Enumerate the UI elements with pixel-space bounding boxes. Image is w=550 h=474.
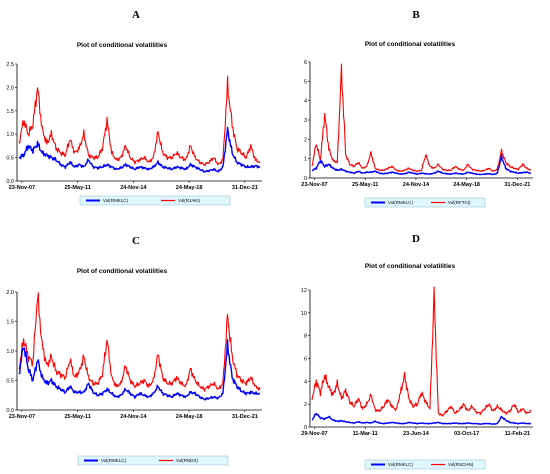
y-tick-label: 10: [301, 311, 307, 317]
series-line-vol-rschn: [311, 286, 532, 417]
series-line-vol-rndx: [18, 292, 261, 392]
legend-label: Vol(RMKLC): [388, 200, 414, 205]
x-tick-label: 29-Nov-07: [301, 431, 327, 437]
legend-label: Vol(RMKLC): [103, 198, 129, 203]
legend-box: [77, 455, 229, 466]
legend: Vol(RMKLC) Vol(RNDX): [77, 455, 229, 466]
x-tick-label: 24-Nov-14: [403, 182, 430, 188]
x-tick-label: 23-Jun-14: [403, 431, 430, 437]
legend-label: Vol(RSCHN): [448, 462, 474, 467]
y-tick-label: 1.0: [6, 349, 14, 355]
legend-label: Vol(RMKLC): [101, 458, 127, 463]
panel-letter: D: [412, 233, 420, 245]
panel-b: B Plot of conditional volatilities 0 1 2 3 4 5 6…: [301, 9, 533, 208]
y-tick-label: 8: [304, 334, 307, 340]
y-tick-label: 4: [304, 379, 307, 385]
x-tick-label: 31-Dec-21: [232, 414, 258, 420]
panel-letter: C: [132, 235, 140, 247]
y-tick-label: 0: [304, 176, 307, 182]
y-tick-label: 6: [304, 357, 307, 363]
plot-title: Plot of conditional volatilities: [365, 263, 456, 270]
plot-title: Plot of conditional volatilities: [365, 41, 456, 48]
x-tick-label: 24-May-18: [176, 414, 203, 420]
legend-label: Vol(RMKLC): [388, 462, 414, 467]
panel-letter: B: [412, 9, 420, 21]
y-tick-label: 1.5: [6, 109, 14, 115]
series-line-vol-rftci: [311, 63, 532, 173]
legend: Vol(RMKLC) Vol(RJAKI): [79, 195, 231, 206]
panel-letter: A: [132, 9, 140, 21]
x-tick-label: 24-Nov-14: [120, 414, 147, 420]
y-tick-label: 0: [304, 425, 307, 431]
x-tick-label: 25-May-11: [64, 185, 90, 191]
y-tick-label: 4: [304, 99, 307, 105]
x-tick-label: 24-Nov-14: [120, 185, 147, 191]
y-tick-label: 3: [304, 118, 307, 124]
series-line-vol-rmklc: [18, 126, 261, 173]
legend-box: [364, 459, 486, 470]
series-line-vol-rjaki: [18, 75, 261, 167]
panel-d: D Plot of conditional volatilities 0 2 4 6 8 10…: [301, 233, 533, 470]
legend: Vol(RMKLC) Vol(RSCHN): [364, 459, 486, 470]
legend: Vol(RMKLC) Vol(RFTCI): [364, 197, 486, 208]
panel-a: A Plot of conditional volatilities 0.0 0.5 1…: [6, 9, 262, 206]
y-tick-label: 2.0: [6, 85, 14, 91]
y-tick-label: 0.5: [6, 156, 14, 162]
x-tick-label: 11-Mar-11: [353, 431, 378, 437]
series-line-vol-rmklc: [311, 154, 532, 176]
y-tick-label: 6: [304, 60, 307, 66]
series-line-vol-rmklc: [18, 338, 261, 401]
legend-box: [364, 197, 486, 208]
y-tick-label: 2.0: [6, 290, 14, 296]
series-line-vol-rmklc: [311, 412, 532, 425]
panel-c: C Plot of conditional volatilities 0.0 0.5 1…: [6, 235, 262, 466]
y-tick-label: 0.0: [6, 179, 14, 185]
x-tick-label: 24-May-18: [453, 182, 480, 188]
legend-box: [79, 195, 231, 206]
y-tick-label: 1: [304, 157, 307, 163]
x-tick-label: 31-Dec-21: [232, 185, 258, 191]
y-tick-label: 2: [304, 402, 307, 408]
x-tick-label: 23-Nov-07: [9, 185, 35, 191]
y-tick-label: 5: [304, 79, 307, 85]
legend-label: Vol(RFTCI): [448, 200, 471, 205]
y-tick-label: 2: [304, 137, 307, 143]
y-tick-label: 0.0: [6, 408, 14, 414]
plot-title: Plot of conditional volatilities: [77, 268, 168, 275]
legend-label: Vol(RNDX): [176, 458, 199, 463]
x-tick-label: 11-Feb-21: [505, 431, 530, 437]
x-tick-label: 03-Oct-17: [454, 431, 479, 437]
y-tick-label: 0.5: [6, 379, 14, 385]
x-tick-label: 25-May-11: [64, 414, 90, 420]
x-tick-label: 23-Nov-07: [301, 182, 327, 188]
x-tick-label: 31-Dec-21: [504, 182, 530, 188]
legend-label: Vol(RJAKI): [178, 198, 201, 203]
y-tick-label: 12: [301, 288, 307, 294]
y-tick-label: 1.5: [6, 320, 14, 326]
x-tick-label: 23-Nov-07: [9, 414, 35, 420]
x-tick-label: 25-May-11: [352, 182, 378, 188]
y-tick-label: 1.0: [6, 132, 14, 138]
x-tick-label: 24-May-18: [176, 185, 203, 191]
y-tick-label: 2.5: [6, 62, 14, 68]
plot-title: Plot of conditional volatilities: [77, 42, 168, 49]
